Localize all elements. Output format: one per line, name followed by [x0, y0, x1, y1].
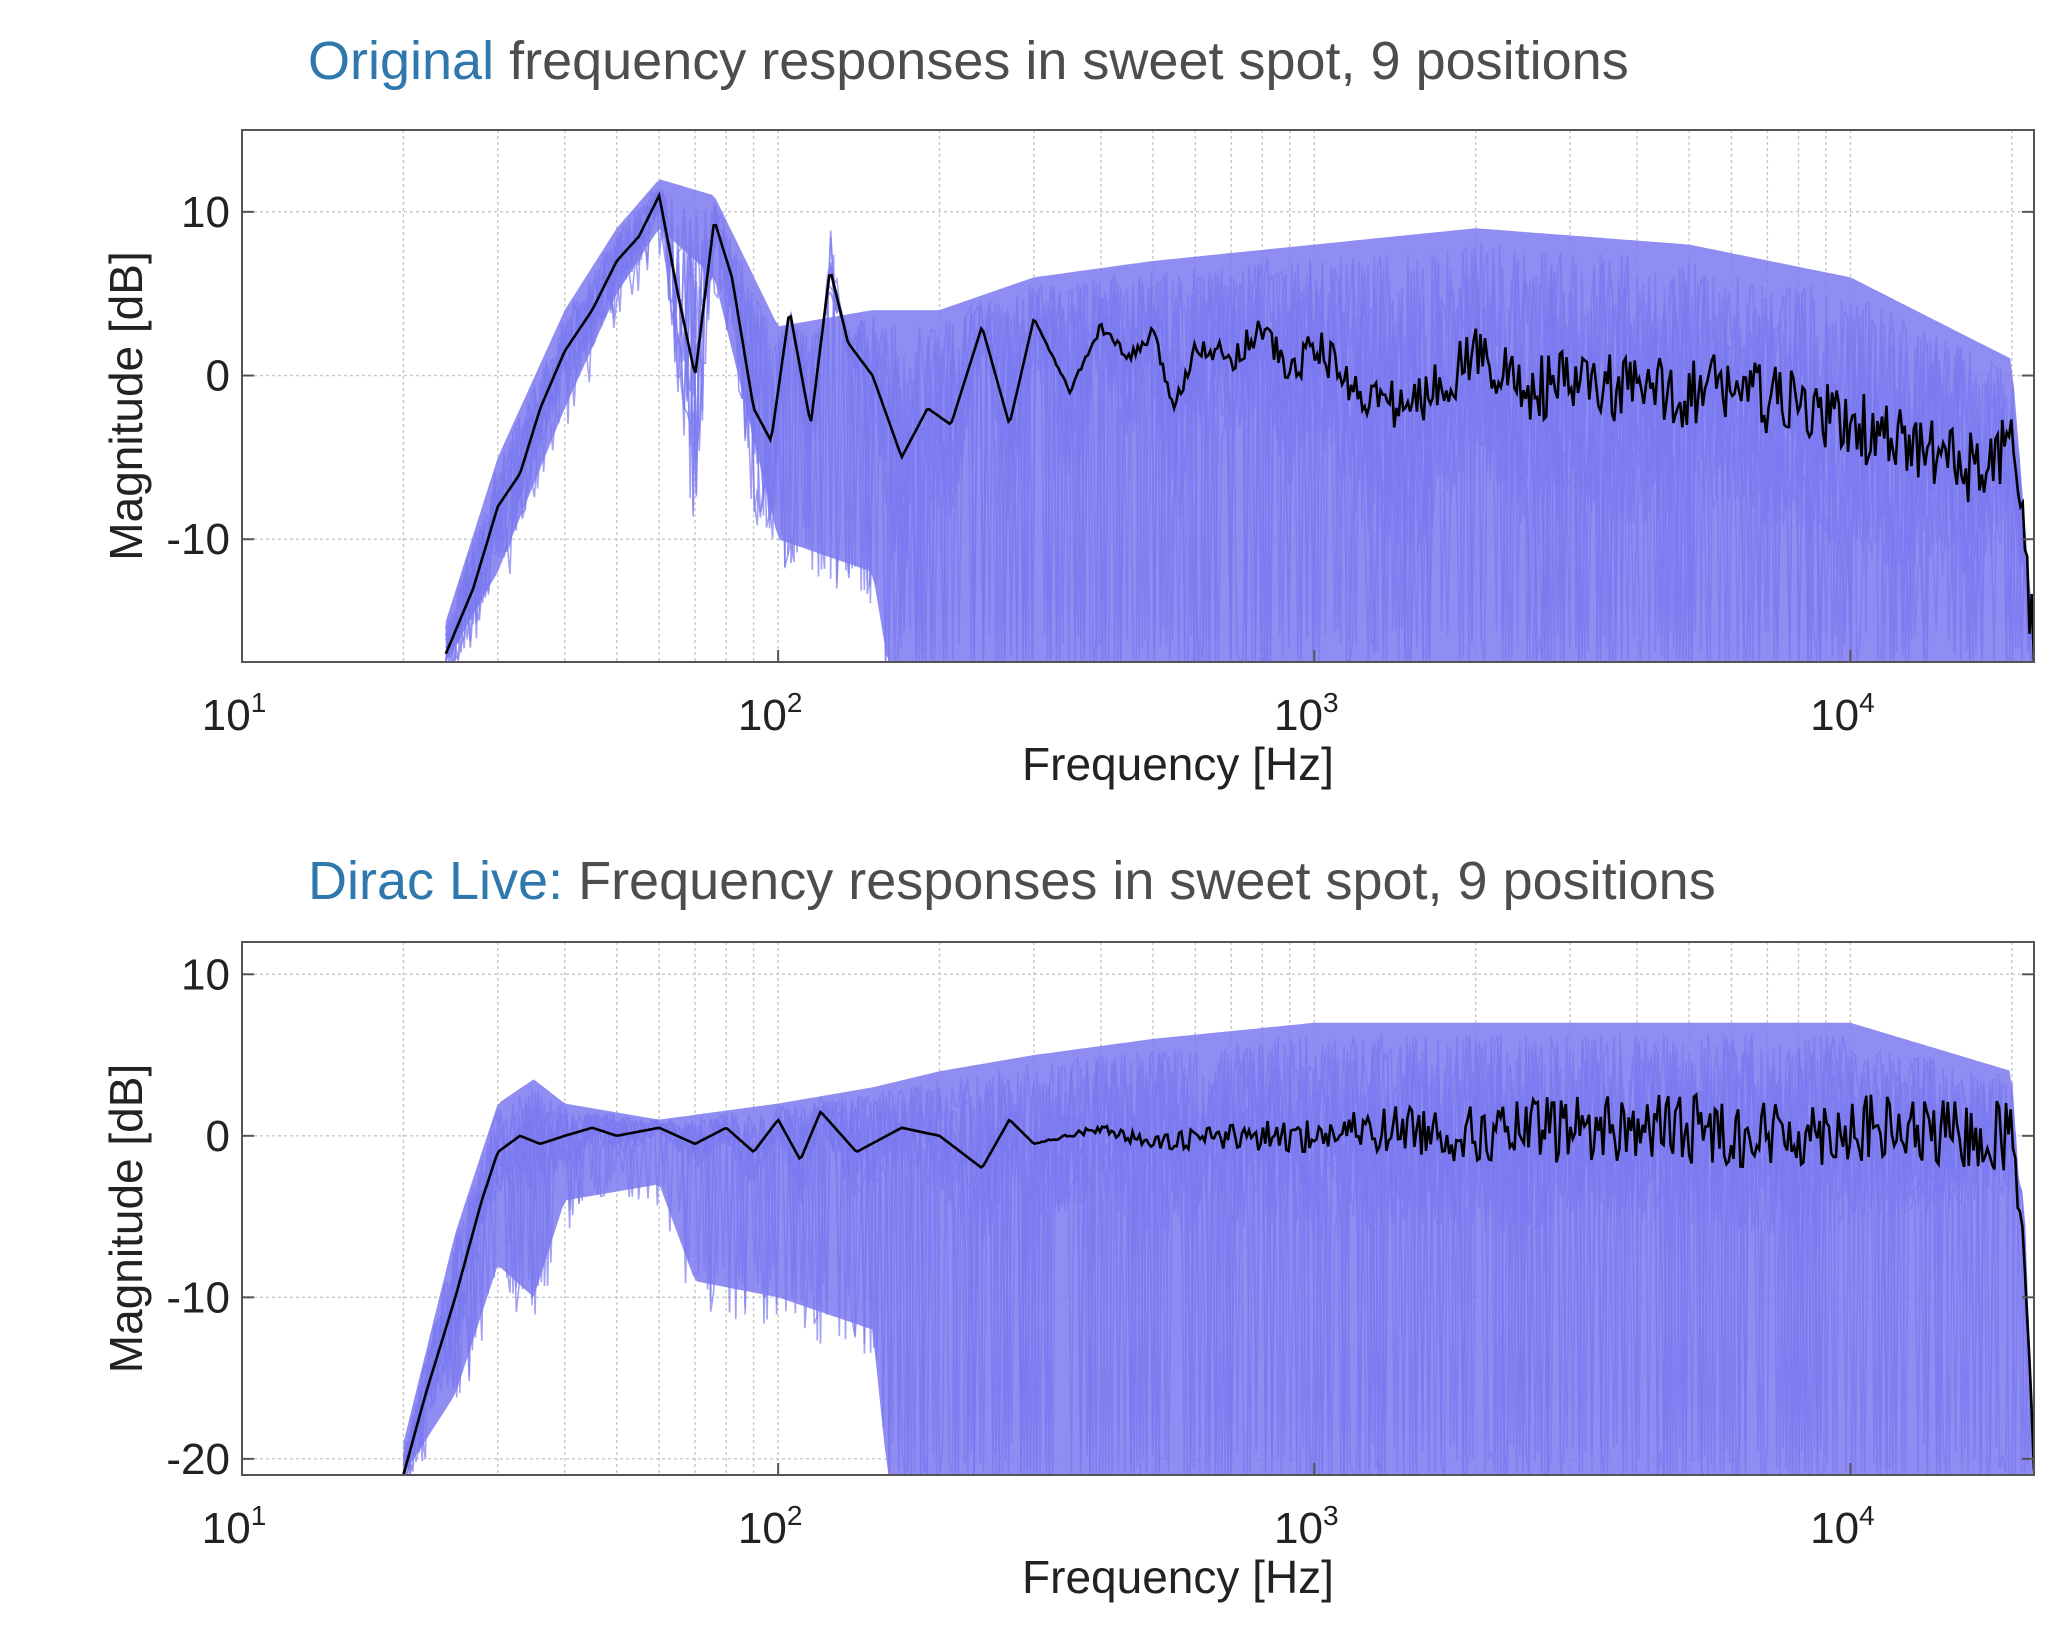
y-tick-label: 0	[206, 352, 230, 401]
position-trace	[402, 1033, 2034, 1475]
frequency-response-plot-dirac-live: 10 0 -10 -20 101 102 103 104 Frequency [Hz] Magni…	[100, 941, 2035, 1603]
y-tick-label: -20	[166, 1435, 230, 1484]
x-tick-label: 103	[1274, 1500, 1339, 1553]
chart-title: Original frequency responses in sweet sp…	[308, 30, 1629, 92]
x-axis-label: Frequency [Hz]	[1022, 738, 1334, 790]
chart-panel-original: Original frequency responses in sweet sp…	[0, 0, 2069, 810]
series-layer	[402, 1022, 2034, 1475]
x-tick-label: 102	[738, 687, 803, 740]
axes-frame	[241, 941, 2035, 1476]
y-tick-label: -10	[166, 515, 230, 564]
position-trace	[445, 190, 2034, 662]
y-tick-label: -10	[166, 1273, 230, 1322]
y-tick-label: 10	[181, 188, 230, 237]
x-tick-label: 101	[202, 1500, 267, 1553]
chart-title-accent: Original	[308, 31, 495, 91]
x-tick-label: 101	[202, 687, 267, 740]
axes-frame	[241, 129, 2035, 663]
x-tick-label: 104	[1810, 687, 1875, 740]
average-response-line	[402, 1092, 2034, 1475]
y-axis-label: Magnitude [dB]	[100, 251, 152, 560]
position-trace	[402, 1034, 2034, 1475]
x-tick-label: 102	[738, 1500, 803, 1553]
chart-title: Dirac Live: Frequency responses in sweet…	[308, 850, 1716, 912]
chart-title-rest: frequency responses in sweet spot, 9 pos…	[494, 31, 1629, 91]
x-tick-label: 104	[1810, 1500, 1875, 1553]
chart-title-accent: Dirac Live:	[308, 851, 564, 911]
chart-title-rest: Frequency responses in sweet spot, 9 pos…	[563, 851, 1716, 911]
x-tick-label: 103	[1274, 687, 1339, 740]
x-axis-label: Frequency [Hz]	[1022, 1551, 1334, 1603]
y-tick-label: 10	[181, 950, 230, 999]
y-tick-label: 0	[206, 1112, 230, 1161]
y-axis-label: Magnitude [dB]	[100, 1064, 152, 1373]
series-layer	[444, 179, 2034, 662]
average-response-line	[444, 191, 2034, 662]
position-trace	[402, 1034, 2034, 1475]
frequency-response-plot-original: 10 0 -10 101 102 103 104 Frequency [Hz] Magnitud…	[100, 129, 2035, 790]
chart-panel-dirac-live: Dirac Live: Frequency responses in sweet…	[0, 810, 2069, 1646]
